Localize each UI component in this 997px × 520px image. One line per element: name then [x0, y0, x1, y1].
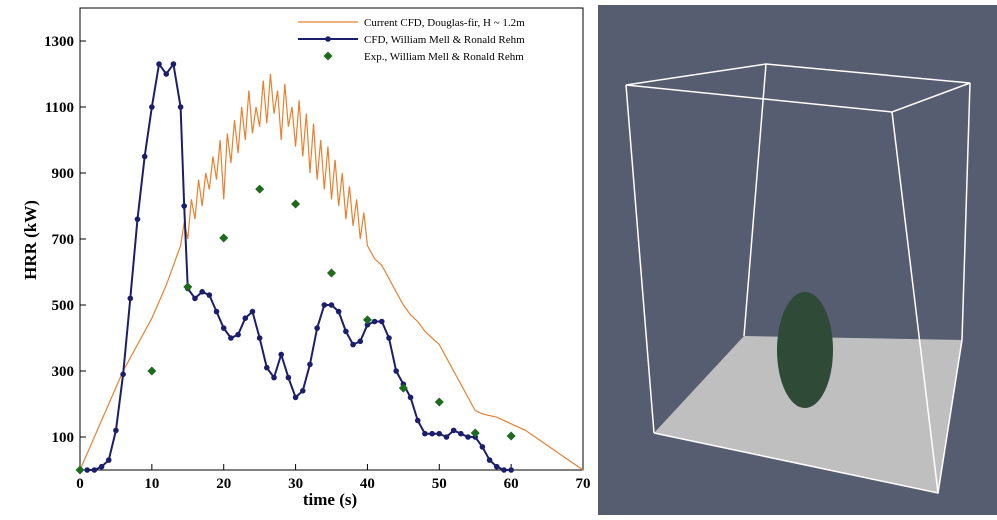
data-point	[328, 302, 335, 308]
data-point	[219, 233, 229, 243]
data-point	[220, 325, 227, 331]
data-point	[443, 434, 450, 440]
y-tick-label: 900	[52, 166, 75, 182]
data-point	[465, 434, 471, 440]
data-point	[364, 322, 371, 328]
data-point	[429, 430, 435, 437]
data-point	[84, 467, 90, 473]
data-point	[113, 427, 119, 434]
data-point	[156, 61, 162, 67]
data-point	[134, 216, 141, 222]
data-point	[271, 374, 277, 381]
y-tick-label: 1100	[45, 100, 74, 116]
data-point	[393, 368, 399, 374]
data-point	[314, 325, 320, 331]
data-point	[414, 417, 421, 424]
y-tick-label: 700	[52, 232, 75, 248]
data-point	[479, 444, 486, 450]
data-point	[127, 295, 134, 302]
data-point	[75, 465, 85, 475]
chart-background	[0, 0, 597, 515]
data-point	[327, 268, 336, 278]
data-point	[181, 203, 187, 209]
data-point	[206, 292, 213, 298]
y-tick-label: 500	[52, 298, 75, 314]
data-point	[379, 318, 385, 325]
data-point	[91, 467, 98, 473]
data-point	[506, 431, 516, 441]
floor	[654, 336, 962, 493]
x-tick-label: 30	[288, 476, 303, 492]
data-point	[256, 335, 263, 341]
data-point	[398, 383, 408, 393]
data-point	[321, 302, 328, 308]
data-point	[149, 104, 155, 110]
data-point	[371, 318, 378, 325]
x-tick-label: 0	[76, 476, 84, 492]
x-tick-label: 50	[432, 476, 447, 492]
legend-label: CFD, William Mell & Ronald Rehm	[364, 34, 525, 46]
data-point	[228, 335, 234, 341]
data-point	[192, 295, 198, 302]
render-panel	[598, 5, 997, 515]
data-point	[362, 315, 372, 325]
legend-marker	[325, 36, 331, 42]
data-point	[105, 457, 112, 463]
data-point	[357, 338, 364, 345]
data-point	[213, 308, 220, 315]
data-point	[285, 374, 292, 381]
data-point	[493, 463, 500, 470]
data-point	[177, 104, 184, 110]
legend-label: Exp., William Mell & Ronald Rehm	[364, 51, 524, 63]
data-point	[422, 430, 428, 437]
box-wireframe	[625, 63, 971, 494]
data-point	[343, 328, 349, 335]
data-point	[470, 428, 480, 438]
data-point	[508, 467, 514, 473]
data-point	[292, 394, 299, 401]
data-point	[170, 61, 177, 67]
x-tick-label: 60	[504, 476, 519, 492]
data-point	[307, 361, 313, 368]
data-point	[291, 199, 301, 209]
data-point	[458, 430, 464, 437]
data-point	[141, 153, 148, 160]
data-point	[147, 366, 157, 376]
data-point	[407, 394, 414, 401]
data-point	[264, 364, 270, 371]
data-point	[199, 289, 205, 295]
x-axis-label: time (s)	[303, 490, 357, 509]
data-point	[299, 388, 306, 394]
data-point	[436, 430, 443, 437]
series-line	[79, 73, 584, 471]
data-point	[235, 331, 241, 338]
x-tick-label: 70	[576, 476, 591, 492]
data-point	[386, 335, 392, 341]
y-axis-label: HRR (kW)	[21, 200, 40, 280]
data-point	[242, 315, 249, 322]
legend-label: Current CFD, Douglas-fir, H ~ 1.2m	[364, 17, 525, 29]
data-point	[278, 351, 285, 358]
y-tick-label: 1300	[44, 34, 74, 50]
data-point	[434, 397, 444, 407]
data-point	[163, 71, 170, 77]
data-point	[450, 427, 457, 434]
data-point	[486, 457, 493, 463]
y-tick-label: 300	[52, 364, 75, 380]
data-point	[255, 184, 265, 194]
x-tick-label: 40	[360, 476, 375, 492]
data-point	[501, 467, 507, 473]
data-point	[98, 463, 105, 470]
x-tick-label: 10	[144, 476, 159, 492]
y-tick-label: 100	[52, 430, 75, 446]
data-point	[249, 308, 256, 315]
legend-marker	[323, 51, 333, 61]
tree	[777, 292, 833, 408]
x-tick-label: 20	[216, 476, 231, 492]
data-point	[335, 308, 342, 315]
data-point	[120, 371, 126, 378]
data-point	[183, 282, 193, 292]
data-point	[350, 341, 356, 348]
